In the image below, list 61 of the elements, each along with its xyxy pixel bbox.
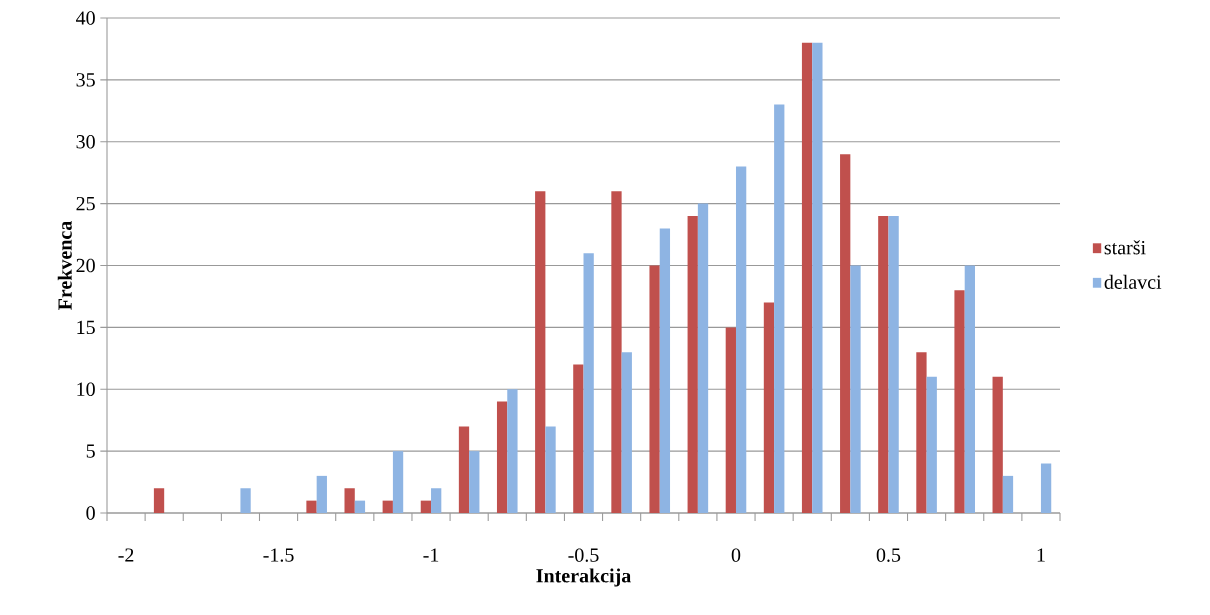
bar: [659, 228, 671, 513]
bar: [725, 327, 736, 513]
bar: [735, 166, 747, 513]
bar: [354, 500, 366, 513]
y-tick-label: 35: [76, 73, 95, 87]
bar: [888, 216, 899, 513]
bar: [812, 42, 823, 513]
y-tick-label: 25: [76, 196, 95, 211]
bar: [763, 302, 775, 513]
bar: [431, 488, 442, 513]
bar: [697, 203, 709, 513]
bar: [1040, 463, 1052, 513]
bar: [916, 352, 927, 513]
x-tick-label: -1: [423, 548, 439, 562]
legend-label: starši: [1104, 240, 1146, 255]
bar: [392, 451, 404, 513]
y-tick-label: 40: [76, 11, 95, 25]
x-tick-label: 1: [1037, 548, 1045, 562]
bar: [344, 488, 355, 513]
bar: [687, 216, 698, 513]
y-tick-label: 10: [77, 382, 95, 396]
bar: [1002, 475, 1014, 513]
y-tick-label: 15: [77, 320, 95, 335]
bar: [954, 290, 965, 513]
bar: [573, 364, 584, 513]
x-tick-label: 0.5: [876, 548, 901, 562]
bar: [420, 500, 432, 513]
bar: [458, 426, 470, 513]
bar: [801, 42, 813, 513]
x-tick-label: 0: [731, 548, 741, 562]
bar: [545, 426, 556, 513]
bar: [850, 265, 861, 513]
y-tick-label: 20: [76, 258, 95, 273]
bar: [240, 488, 251, 513]
bar: [840, 154, 851, 513]
y-axis-title: Frekvenca: [57, 220, 72, 310]
x-tick-label: -0.5: [568, 548, 599, 562]
bar: [774, 104, 785, 513]
bar: [382, 500, 393, 513]
bar: [878, 216, 889, 513]
bar: [621, 352, 632, 513]
bar: [611, 191, 622, 513]
bar: [992, 376, 1003, 513]
y-tick-label: 30: [76, 135, 95, 149]
bar: [649, 265, 660, 513]
bar: [496, 401, 508, 513]
bar: [926, 376, 937, 513]
y-tick-label: 5: [86, 444, 95, 458]
bar: [469, 451, 480, 513]
bar: [153, 488, 165, 513]
bar: [316, 475, 327, 513]
bar: [507, 389, 518, 513]
legend-label: delavci: [1104, 274, 1162, 289]
x-tick-label: -2: [118, 548, 134, 562]
bar: [583, 253, 594, 513]
bar: [535, 191, 546, 513]
bar: [306, 500, 317, 513]
x-tick-label: -1.5: [263, 548, 294, 562]
bar: [964, 265, 975, 513]
x-axis-title: Interakcija: [536, 568, 631, 587]
y-tick-label: 0: [86, 506, 95, 520]
